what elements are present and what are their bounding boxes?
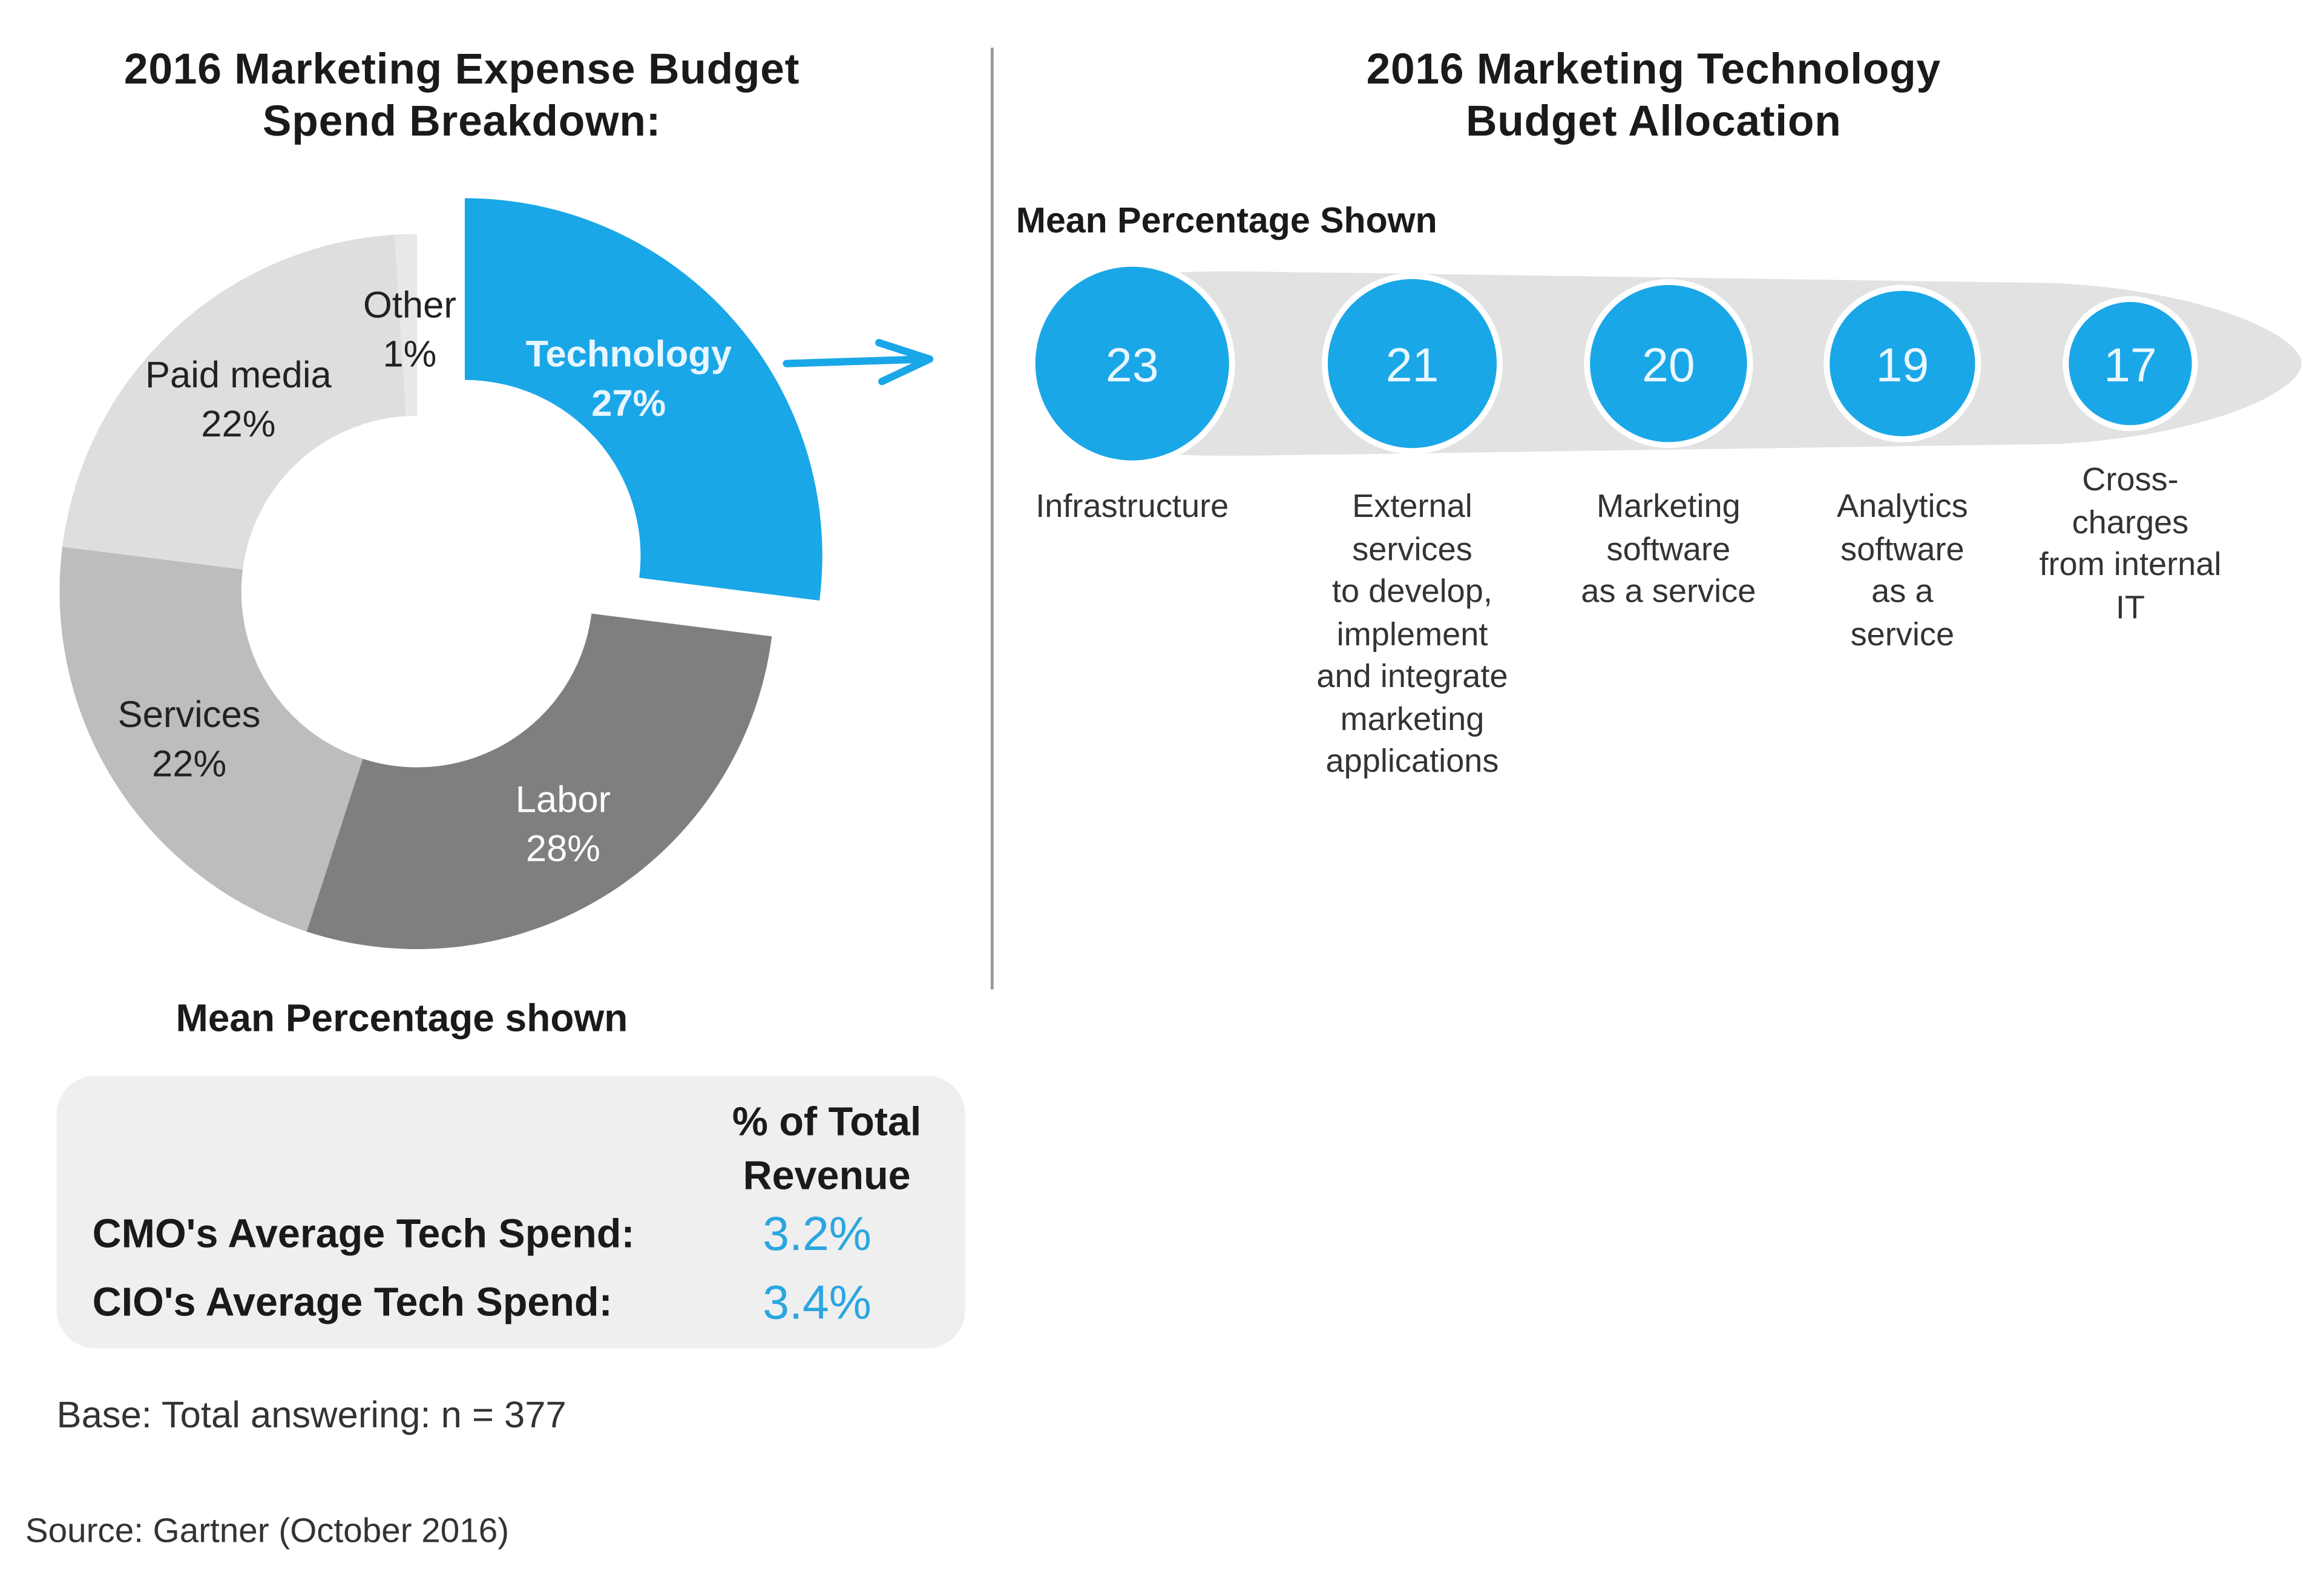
bubble-value: 23 bbox=[1106, 338, 1159, 392]
category-label-line: charges bbox=[2072, 502, 2189, 541]
category-label-line: Analytics bbox=[1836, 487, 1968, 525]
donut-slice-technology bbox=[464, 198, 822, 601]
category-label: Infrastructure bbox=[998, 485, 1266, 528]
donut-slice-paid-media bbox=[62, 234, 406, 570]
bubble bbox=[1590, 285, 1747, 442]
table-row-cmo-value: 3.2% bbox=[763, 1206, 872, 1261]
donut-slice-services bbox=[59, 547, 363, 932]
category-label-line: as a bbox=[1871, 572, 1934, 610]
base-note: Base: Total answering: n = 377 bbox=[56, 1394, 566, 1436]
bubble bbox=[1035, 266, 1229, 461]
category-label-line: Marketing bbox=[1596, 487, 1741, 525]
slice-label-labor: Labor bbox=[516, 779, 611, 821]
donut-slice-labor bbox=[306, 613, 772, 949]
left-title-line1: 2016 Marketing Expense Budget bbox=[123, 46, 800, 94]
category-label-line: implement bbox=[1336, 614, 1488, 652]
category-label-line: Infrastructure bbox=[1036, 487, 1229, 525]
table-header-line1: % of Total bbox=[732, 1099, 922, 1145]
bubble bbox=[1327, 279, 1497, 449]
bubble bbox=[1830, 291, 1975, 436]
donut-slice-other bbox=[395, 234, 418, 416]
left-title-line2: Spend Breakdown: bbox=[262, 98, 661, 146]
bubble-value: 21 bbox=[1386, 338, 1439, 392]
right-title-line1: 2016 Marketing Technology bbox=[1366, 46, 1941, 94]
left-mean-label: Mean Percentage shown bbox=[176, 995, 628, 1041]
slice-label-paid-media: Paid media bbox=[145, 354, 332, 396]
table-row-cmo-label: CMO's Average Tech Spend: bbox=[92, 1211, 635, 1257]
category-label: Cross-charges from internal IT bbox=[1996, 459, 2264, 629]
table-row-cio-value: 3.4% bbox=[763, 1275, 872, 1329]
slice-value-paid-media: 22% bbox=[201, 403, 275, 445]
category-label-line: External bbox=[1352, 487, 1472, 525]
right-title-line2: Budget Allocation bbox=[1465, 98, 1842, 146]
bubble-value: 19 bbox=[1876, 338, 1929, 392]
category-label-line: service bbox=[1850, 614, 1955, 652]
source-note: Source: Gartner (October 2016) bbox=[25, 1510, 510, 1550]
slice-label-other: Other bbox=[363, 284, 456, 326]
arrow-icon bbox=[783, 338, 934, 386]
table-row-cio-label: CIO's Average Tech Spend: bbox=[92, 1280, 612, 1325]
table-header-line2: Revenue bbox=[743, 1153, 911, 1199]
category-label-line: Cross- bbox=[2082, 460, 2179, 498]
right-mean-label: Mean Percentage Shown bbox=[1016, 201, 1437, 242]
category-label-line: applications bbox=[1325, 742, 1499, 780]
donut-chart: Technology 27% Labor 28% Services 22% Paid med… bbox=[59, 198, 822, 949]
bubble-value: 17 bbox=[2104, 338, 2157, 392]
category-label: Marketing software as a service bbox=[1534, 485, 1802, 613]
tech-spend-table bbox=[56, 1076, 966, 1349]
divider bbox=[990, 47, 994, 990]
category-label: External services to develop, implement and … bbox=[1278, 485, 1546, 783]
bubble bbox=[2069, 301, 2192, 426]
category-label-line: from internal bbox=[2039, 545, 2222, 583]
right-title: 2016 Marketing Technology Budget Allocat… bbox=[1221, 45, 2086, 149]
slice-label-technology: Technology bbox=[525, 334, 732, 375]
category-label-line: IT bbox=[2115, 588, 2145, 625]
category-label: Analytics software as a service bbox=[1768, 485, 2037, 656]
slice-value-technology: 27% bbox=[591, 383, 666, 424]
category-label-line: software bbox=[1840, 530, 1965, 567]
category-label-line: as a service bbox=[1581, 572, 1756, 610]
category-label-line: to develop, bbox=[1332, 572, 1492, 610]
category-label-line: and integrate bbox=[1316, 657, 1508, 695]
bubble-chart: 23 21 20 19 17 bbox=[1029, 260, 2198, 467]
slice-label-services: Services bbox=[118, 694, 261, 735]
category-label-line: marketing bbox=[1340, 699, 1485, 737]
slice-value-other: 1% bbox=[382, 334, 436, 375]
left-title: 2016 Marketing Expense Budget Spend Brea… bbox=[30, 45, 894, 149]
bubble-value: 20 bbox=[1642, 338, 1695, 392]
slice-value-services: 22% bbox=[152, 743, 226, 784]
table-header: % of Total Revenue bbox=[700, 1095, 953, 1202]
category-label-line: services bbox=[1352, 530, 1472, 567]
category-label-line: software bbox=[1606, 530, 1731, 567]
slice-value-labor: 28% bbox=[526, 828, 600, 870]
